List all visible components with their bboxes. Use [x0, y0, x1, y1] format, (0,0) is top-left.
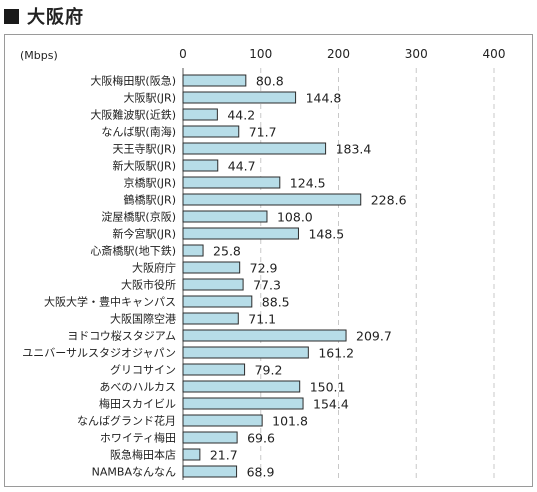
- value-labels: 80.8 144.8 44.2 71.7 183.4 44.7 124.5 228.6 108.…: [210, 74, 407, 480]
- category-label: 淀屋橋駅(京阪): [101, 210, 176, 224]
- value-label: 25.8: [213, 244, 241, 259]
- bar: [182, 448, 201, 461]
- bars: [182, 74, 362, 478]
- value-label: 154.4: [313, 397, 349, 412]
- value-label: 68.9: [247, 465, 275, 480]
- bar: [182, 244, 204, 257]
- bar: [182, 312, 239, 325]
- category-label: なんばグランド花月: [77, 414, 176, 428]
- bar: [182, 295, 253, 308]
- category-label: ヨドコウ桜スタジアム: [67, 329, 176, 343]
- value-label: 144.8: [306, 91, 342, 106]
- category-label: 新大阪駅(JR): [113, 159, 176, 173]
- value-label: 77.3: [253, 278, 281, 293]
- bar: [182, 193, 362, 206]
- category-label: 新今宮駅(JR): [113, 227, 176, 241]
- category-label: 心斎橋駅(地下鉄): [90, 244, 176, 258]
- chart-frame: [4, 34, 533, 487]
- bar: [182, 159, 219, 172]
- bar: [182, 142, 327, 155]
- bar: [182, 108, 218, 121]
- x-tick-label: 300: [405, 47, 428, 61]
- category-label: ホワイティ梅田: [100, 431, 176, 445]
- value-label: 79.2: [255, 363, 283, 378]
- square-bullet-icon: [4, 8, 19, 24]
- bar: [182, 125, 240, 138]
- bar: [182, 431, 238, 444]
- category-label: 大阪難波駅(近鉄): [90, 108, 176, 122]
- bar: [182, 74, 247, 87]
- bar: [182, 261, 241, 274]
- category-label: 京橋駅(JR): [124, 176, 176, 190]
- x-tick-label: 0: [179, 47, 187, 61]
- x-tick-label: 200: [327, 47, 350, 61]
- value-label: 44.2: [227, 108, 255, 123]
- bar: [182, 176, 281, 189]
- bar: [182, 227, 299, 240]
- category-label: 天王寺駅(JR): [113, 143, 176, 156]
- bar: [182, 397, 304, 410]
- category-label: 大阪府庁: [132, 261, 176, 275]
- bar: [182, 91, 297, 104]
- value-label: 72.9: [250, 261, 278, 276]
- category-label: 大阪梅田駅(阪急): [90, 74, 176, 88]
- value-label: 80.8: [256, 74, 284, 89]
- category-label: あべのハルカス: [99, 381, 176, 394]
- bar: [182, 346, 309, 359]
- value-label: 69.6: [247, 431, 275, 446]
- category-label: NAMBAなんなん: [92, 466, 176, 479]
- value-label: 209.7: [356, 329, 392, 344]
- value-label: 148.5: [308, 227, 344, 242]
- value-label: 228.6: [371, 193, 407, 208]
- value-label: 161.2: [318, 346, 354, 361]
- category-label: 鶴橋駅(JR): [124, 193, 176, 207]
- value-label: 183.4: [336, 142, 372, 157]
- category-label: 大阪大学・豊中キャンパス: [44, 295, 176, 309]
- category-label: 梅田スカイビル: [99, 397, 176, 411]
- value-label: 150.1: [310, 380, 346, 395]
- value-label: 21.7: [210, 448, 238, 463]
- bar: [182, 380, 301, 393]
- category-label: グリコサイン: [110, 363, 176, 377]
- category-labels: 大阪梅田駅(阪急) 大阪駅(JR) 大阪難波駅(近鉄) なんば駅(南海) 天王寺駅(JR…: [22, 74, 176, 479]
- chart-header: 大阪府: [4, 4, 84, 28]
- category-label: 大阪市役所: [121, 278, 176, 292]
- bar: [182, 210, 268, 223]
- value-label: 124.5: [290, 176, 326, 191]
- x-tick-label: 400: [483, 47, 506, 61]
- chart-title: 大阪府: [27, 7, 84, 28]
- value-label: 44.7: [228, 159, 256, 174]
- value-label: 88.5: [262, 295, 290, 310]
- bar: [182, 414, 263, 427]
- x-tick-labels: 0 100 200 300 400: [179, 47, 505, 61]
- x-tick-label: 100: [249, 47, 272, 61]
- bar: [182, 329, 347, 342]
- bar: [182, 278, 244, 291]
- category-label: ユニバーサルスタジオジャパン: [22, 347, 176, 360]
- value-label: 71.7: [249, 125, 277, 140]
- bar: [182, 465, 238, 478]
- value-label: 71.1: [248, 312, 276, 327]
- value-label: 101.8: [272, 414, 308, 429]
- unit-label: (Mbps): [20, 49, 58, 62]
- category-label: 大阪駅(JR): [124, 91, 176, 105]
- category-label: 大阪国際空港: [110, 312, 176, 326]
- category-label: なんば駅(南海): [101, 125, 176, 139]
- value-label: 108.0: [277, 210, 313, 225]
- bar: [182, 363, 246, 376]
- category-label: 阪急梅田本店: [110, 448, 176, 462]
